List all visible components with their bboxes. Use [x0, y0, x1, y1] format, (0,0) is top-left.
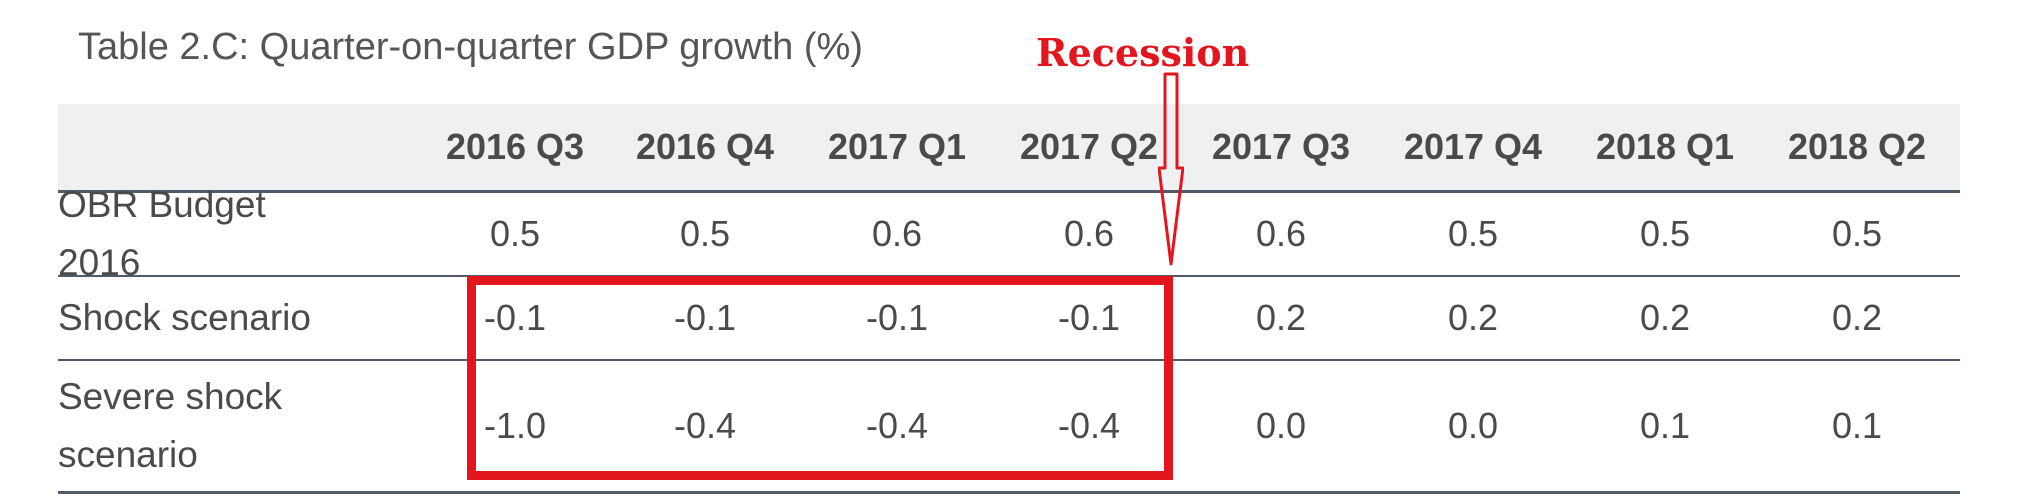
table-cell: -0.1: [673, 297, 737, 338]
table-cell: -0.1: [483, 297, 547, 338]
table-cell: 0.1: [1639, 405, 1691, 446]
table-caption: Table 2.C: Quarter-on-quarter GDP growth…: [78, 26, 863, 68]
recession-annotation-label: Recession: [1036, 30, 1250, 75]
table-cell: 0.5: [489, 213, 541, 254]
table-cell: 0.2: [1255, 297, 1307, 338]
row-label-text: Shock scenario: [58, 297, 311, 338]
table-cell: 0.0: [1255, 405, 1307, 446]
column-header: 2018 Q2: [1787, 126, 1927, 167]
column-header: 2016 Q3: [445, 126, 585, 167]
table-cell: 0.5: [1639, 213, 1691, 254]
table-cell: -1.0: [483, 405, 547, 446]
table-row: Severe shock scenario -1.0 -0.4 -0.4 -0.…: [58, 361, 1960, 494]
row-label-text: OBR Budget 2016: [58, 184, 266, 283]
row-label-text: Severe shock scenario: [58, 376, 283, 475]
down-arrow-icon: [1158, 72, 1184, 266]
row-label: OBR Budget 2016: [58, 184, 418, 283]
column-header: 2017 Q1: [827, 126, 967, 167]
column-header: 2017 Q2: [1019, 126, 1159, 167]
table-cell: 0.6: [871, 213, 923, 254]
table-cell: 0.2: [1639, 297, 1691, 338]
table-cell: -0.4: [673, 405, 737, 446]
table-cell: 0.1: [1831, 405, 1883, 446]
table-cell: 0.6: [1063, 213, 1115, 254]
table-cell: 0.5: [1447, 213, 1499, 254]
table-cell: 0.5: [679, 213, 731, 254]
table-cell: -0.4: [865, 405, 929, 446]
table-cell: 0.5: [1831, 213, 1883, 254]
table-cell: -0.1: [1057, 297, 1121, 338]
table-cell: -0.4: [1057, 405, 1121, 446]
row-label: Severe shock scenario: [58, 361, 418, 491]
column-header: 2017 Q3: [1211, 126, 1351, 167]
column-header: 2017 Q4: [1403, 126, 1543, 167]
column-header: 2016 Q4: [635, 126, 775, 167]
table-cell: 0.2: [1831, 297, 1883, 338]
row-label: Shock scenario: [58, 277, 418, 359]
gdp-growth-table: 2016 Q3 2016 Q4 2017 Q1 2017 Q2 2017 Q3 …: [58, 104, 1960, 494]
column-header: 2018 Q1: [1595, 126, 1735, 167]
table-cell: 0.6: [1255, 213, 1307, 254]
table-cell: 0.0: [1447, 405, 1499, 446]
table-row: Shock scenario -0.1 -0.1 -0.1 -0.1 0.2 0…: [58, 277, 1960, 361]
table-cell: -0.1: [865, 297, 929, 338]
table-row: OBR Budget 2016 0.5 0.5 0.6 0.6 0.6 0.5 …: [58, 184, 1960, 283]
table-header-row: 2016 Q3 2016 Q4 2017 Q1 2017 Q2 2017 Q3 …: [58, 104, 1960, 193]
table-cell: 0.2: [1447, 297, 1499, 338]
